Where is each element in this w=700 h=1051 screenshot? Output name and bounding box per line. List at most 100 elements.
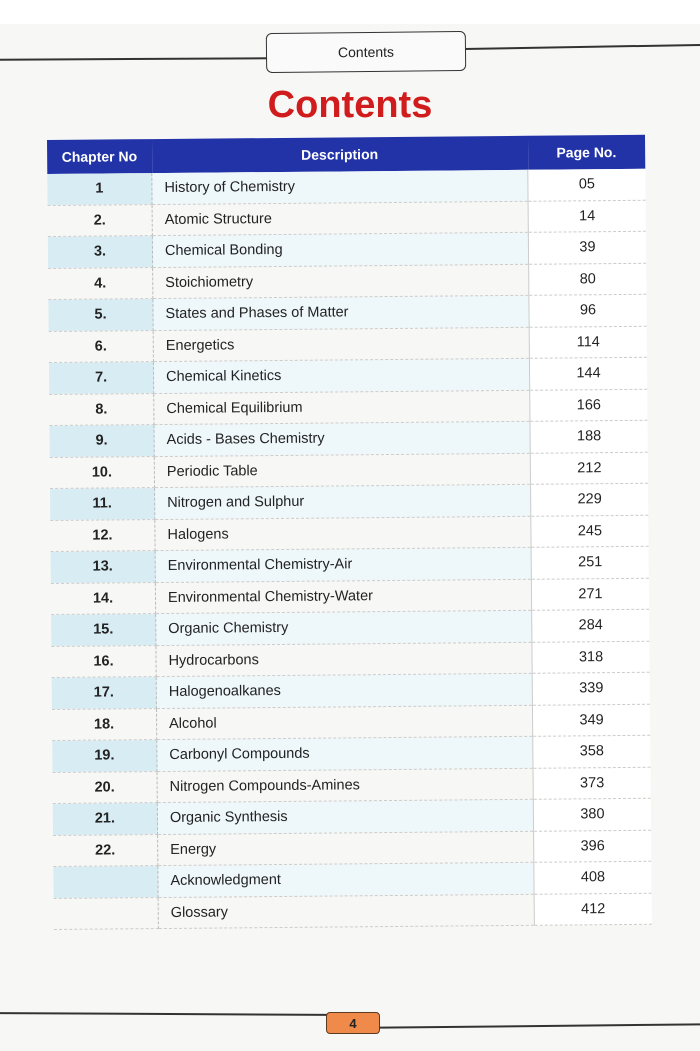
chapter-title: Acknowledgment (157, 862, 535, 898)
chapter-title: Halogens (154, 515, 532, 551)
table-row: 15. Organic Chemistry 284 (51, 609, 650, 646)
chapter-title: Chemical Kinetics (153, 358, 530, 394)
chapter-number: 9. (49, 424, 155, 457)
chapter-number: 3. (47, 235, 153, 268)
chapter-number: 13. (50, 550, 156, 583)
page-number: 349 (532, 703, 651, 737)
chapter-number: 16. (51, 645, 157, 678)
chapter-number: 7. (48, 361, 154, 394)
header-rule-right (464, 43, 700, 50)
column-header-description: Description (151, 135, 528, 174)
chapter-title: Atomic Structure (152, 200, 529, 236)
chapter-title: Chemical Equilibrium (153, 389, 530, 425)
page-number: 14 (528, 199, 646, 233)
table-row: 17. Halogenoalkanes 339 (51, 672, 650, 709)
table-row: 4. Stoichiometry 80 (48, 262, 647, 300)
chapter-number: 8. (49, 393, 154, 426)
chapter-number: 15. (51, 613, 156, 646)
page-number: 212 (530, 451, 649, 485)
table-row: 2. Atomic Structure 14 (47, 199, 646, 237)
table-row: 22. Energy 396 (53, 829, 652, 867)
chapter-number: 18. (51, 708, 157, 741)
chapter-number: 10. (49, 456, 155, 489)
page-number: 05 (527, 168, 646, 201)
page-number-badge: 4 (326, 1012, 380, 1034)
page-number: 80 (528, 262, 647, 296)
chapter-title: Environmental Chemistry-Water (155, 578, 532, 614)
page-number: 284 (531, 609, 650, 642)
footer-rule-right (378, 1023, 700, 1029)
page-number: 251 (531, 546, 649, 579)
table-row: 16. Hydrocarbons 318 (51, 640, 650, 678)
table-row: 3. Chemical Bonding 39 (47, 231, 647, 268)
page-number: 373 (532, 766, 651, 800)
contents-table: Chapter No Description Page No. 1 History… (47, 134, 652, 930)
page-number: 271 (531, 577, 650, 611)
footer-rule-left (0, 1012, 329, 1016)
page-number: 166 (529, 388, 648, 422)
chapter-title: Organic Synthesis (157, 799, 534, 835)
page-number: 114 (529, 325, 647, 359)
chapter-title: Glossary (158, 893, 535, 929)
page-number: 358 (532, 735, 651, 768)
column-header-chapter: Chapter No (47, 139, 152, 174)
table-row: 9. Acids - Bases Chemistry 188 (49, 420, 648, 457)
page-number: 396 (533, 829, 652, 863)
page-number: 412 (534, 892, 652, 926)
table-row: 20. Nitrogen Compounds-Amines 373 (52, 766, 651, 804)
chapter-number: 4. (48, 267, 153, 300)
table-row: 18. Alcohol 349 (51, 703, 651, 741)
chapter-title: Chemical Bonding (152, 232, 529, 268)
chapter-number: 12. (50, 519, 156, 552)
table-header-row: Chapter No Description Page No. (47, 134, 646, 174)
chapter-number: 17. (51, 676, 157, 709)
table-row: 10. Periodic Table 212 (49, 451, 649, 489)
page-number: 144 (529, 357, 648, 390)
chapter-title: Nitrogen Compounds-Amines (157, 767, 534, 803)
table-row: 13. Environmental Chemistry-Air 251 (50, 546, 649, 583)
chapter-title: History of Chemistry (151, 169, 529, 205)
chapter-title: Carbonyl Compounds (156, 736, 533, 772)
table-row: 6. Energetics 114 (48, 325, 647, 363)
chapter-number: 5. (48, 298, 154, 331)
table-row: 19. Carbonyl Compounds 358 (52, 735, 651, 772)
chapter-title: Energy (157, 830, 534, 866)
table-row: 8. Chemical Equilibrium 166 (49, 388, 648, 426)
page-number: 188 (529, 420, 648, 453)
chapter-title: Organic Chemistry (155, 610, 532, 646)
table-row: 14. Environmental Chemistry-Water 271 (50, 577, 650, 615)
chapter-number: 22. (53, 834, 158, 867)
page-number: 408 (533, 861, 652, 894)
header-rule-left (0, 57, 269, 61)
page-top-margin (0, 0, 700, 24)
chapter-title: Hydrocarbons (155, 641, 533, 677)
chapter-title: Periodic Table (154, 452, 531, 488)
chapter-number: 21. (52, 802, 158, 835)
table-row: 11. Nitrogen and Sulphur 229 (50, 483, 649, 520)
chapter-number: 19. (52, 739, 158, 772)
table-row: Glossary 412 (53, 892, 652, 930)
chapter-title: Acids - Bases Chemistry (153, 421, 531, 457)
table-row: Acknowledgment 408 (53, 861, 652, 898)
chapter-number: 14. (50, 582, 156, 615)
chapter-number: 20. (52, 771, 158, 804)
chapter-title: Stoichiometry (152, 263, 529, 299)
page-title: Contents (267, 84, 433, 126)
page-number: 96 (528, 294, 647, 327)
chapter-number: 6. (48, 330, 154, 363)
chapter-title: States and Phases of Matter (152, 295, 530, 331)
page-number: 380 (533, 798, 652, 831)
table-row: 21. Organic Synthesis 380 (52, 798, 652, 835)
column-header-page: Page No. (527, 134, 646, 170)
page-number: 229 (530, 483, 649, 516)
chapter-number: 1 (47, 173, 153, 205)
chapter-title: Halogenoalkanes (156, 673, 533, 709)
running-header: Contents (265, 30, 467, 74)
page-number: 339 (532, 672, 650, 705)
page-number: 245 (530, 514, 649, 548)
chapter-number: 2. (47, 204, 153, 237)
table-row: 7. Chemical Kinetics 144 (48, 357, 648, 394)
chapter-title: Environmental Chemistry-Air (155, 547, 532, 583)
page-number: 39 (528, 231, 647, 264)
table-row: 12. Halogens 245 (50, 514, 649, 552)
